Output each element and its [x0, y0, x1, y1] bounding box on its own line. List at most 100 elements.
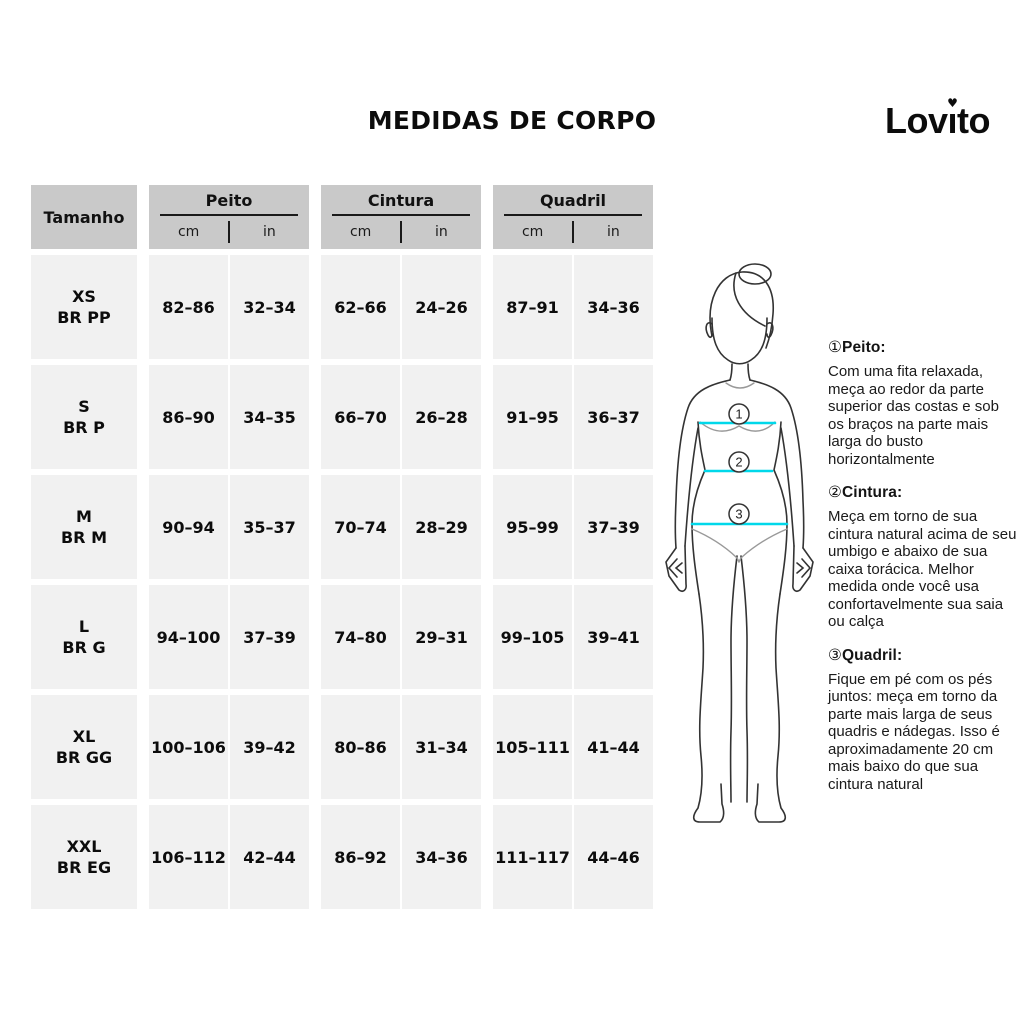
- value-cintura-cm: 86–92: [321, 805, 400, 909]
- table-row: M BR M 90–94 35–37 70–74 28–29 95–99 37–…: [31, 475, 653, 579]
- brand-prefix: Lov: [884, 100, 948, 141]
- unit-cm-label: cm: [177, 224, 200, 241]
- value-quadril-in: 41–44: [574, 695, 653, 799]
- unit-in-label: in: [262, 224, 276, 241]
- measurement-notes: ①Peito: Com uma fita relaxada, meça ao r…: [828, 338, 1018, 808]
- unit-cm-label: cm: [349, 224, 372, 241]
- body-detail-lines: [691, 382, 788, 563]
- value-peito-in: 34–35: [230, 365, 309, 469]
- size-label: XL: [72, 727, 96, 746]
- brand-suffix: to: [957, 100, 990, 141]
- value-quadril-cm: 87–91: [493, 255, 572, 359]
- value-cintura-in: 26–28: [402, 365, 481, 469]
- size-br-label: BR M: [60, 528, 107, 547]
- size-cell: S BR P: [31, 365, 137, 469]
- value-quadril-in: 34–36: [574, 255, 653, 359]
- value-quadril-cm: 95–99: [493, 475, 572, 579]
- value-quadril-cm: 111–117: [493, 805, 572, 909]
- value-quadril-in: 36–37: [574, 365, 653, 469]
- value-cintura-cm: 74–80: [321, 585, 400, 689]
- note-text: Fique em pé com os pés juntos: meça em t…: [828, 670, 1000, 793]
- brand-i: ı ♥: [947, 96, 958, 141]
- size-table: Tamanho Peito cm in Cintura cm in Quadri…: [31, 185, 653, 909]
- size-label: S: [78, 397, 90, 416]
- size-label: L: [78, 617, 90, 636]
- marker-3: 3: [735, 507, 742, 522]
- value-cintura-cm: 62–66: [321, 255, 400, 359]
- brand-logo: Lovı ♥ to: [884, 96, 991, 142]
- header-size: Tamanho: [31, 185, 137, 249]
- value-cintura-cm: 70–74: [321, 475, 400, 579]
- size-cell: L BR G: [31, 585, 137, 689]
- value-cintura-in: 31–34: [402, 695, 481, 799]
- size-label: XS: [72, 287, 96, 306]
- value-cintura-in: 29–31: [402, 585, 481, 689]
- table-row: L BR G 94–100 37–39 74–80 29–31 99–105 3…: [31, 585, 653, 689]
- header-rule: [332, 214, 470, 216]
- measurement-note: ③Quadril: Fique em pé com os pés juntos:…: [828, 646, 1018, 794]
- header-measure-group: Quadril cm in: [493, 185, 653, 249]
- size-cell: XS BR PP: [31, 255, 137, 359]
- value-cintura-in: 28–29: [402, 475, 481, 579]
- table-row: S BR P 86–90 34–35 66–70 26–28 91–95 36–…: [31, 365, 653, 469]
- circled-number-icon: ②: [828, 483, 842, 501]
- note-heading: ①Peito:: [828, 338, 886, 356]
- measure-group-label: Cintura: [367, 191, 435, 210]
- body-figure: 1 2 3: [652, 256, 824, 834]
- unit-divider: [400, 221, 402, 244]
- circled-number-icon: ③: [828, 645, 842, 664]
- value-peito-cm: 82–86: [149, 255, 228, 359]
- size-br-label: BR P: [63, 418, 105, 437]
- size-label: M: [76, 507, 92, 526]
- body-outline: [665, 263, 814, 823]
- marker-1: 1: [735, 407, 742, 422]
- value-cintura-in: 24–26: [402, 255, 481, 359]
- heart-icon: ♥: [947, 96, 958, 110]
- measurement-note: ①Peito: Com uma fita relaxada, meça ao r…: [828, 338, 1018, 468]
- value-quadril-cm: 99–105: [493, 585, 572, 689]
- value-peito-in: 39–42: [230, 695, 309, 799]
- header-rule: [504, 214, 642, 216]
- unit-in-label: in: [434, 224, 448, 241]
- measure-markers: 1 2 3: [728, 403, 750, 525]
- marker-2: 2: [735, 455, 742, 470]
- header-measure-group: Peito cm in: [149, 185, 309, 249]
- value-peito-cm: 90–94: [149, 475, 228, 579]
- note-text: Com uma fita relaxada, meça ao redor da …: [828, 363, 999, 468]
- table-row: XS BR PP 82–86 32–34 62–66 24–26 87–91 3…: [31, 255, 653, 359]
- measure-group-label: Peito: [205, 191, 253, 210]
- value-peito-in: 42–44: [230, 805, 309, 909]
- size-br-label: BR G: [62, 638, 106, 657]
- size-label: XXL: [66, 837, 102, 856]
- note-heading: ②Cintura:: [828, 483, 903, 501]
- value-cintura-in: 34–36: [402, 805, 481, 909]
- unit-in-label: in: [606, 224, 620, 241]
- table-row: XXL BR EG 106–112 42–44 86–92 34–36 111–…: [31, 805, 653, 909]
- size-br-label: BR EG: [56, 858, 112, 877]
- value-peito-cm: 100–106: [149, 695, 228, 799]
- value-peito-cm: 94–100: [149, 585, 228, 689]
- value-cintura-cm: 80–86: [321, 695, 400, 799]
- body-figure-svg: 1 2 3: [665, 263, 814, 823]
- size-cell: XL BR GG: [31, 695, 137, 799]
- unit-divider: [228, 221, 230, 244]
- page-title: MEDIDAS DE CORPO: [367, 106, 657, 135]
- value-quadril-in: 44–46: [574, 805, 653, 909]
- value-quadril-in: 39–41: [574, 585, 653, 689]
- note-heading: ③Quadril:: [828, 645, 903, 664]
- note-text: Meça em torno de sua cintura natural aci…: [828, 508, 1017, 630]
- header-rule: [160, 214, 298, 216]
- value-peito-in: 32–34: [230, 255, 309, 359]
- value-peito-cm: 86–90: [149, 365, 228, 469]
- value-quadril-in: 37–39: [574, 475, 653, 579]
- table-row: XL BR GG 100–106 39–42 80–86 31–34 105–1…: [31, 695, 653, 799]
- measurement-note: ②Cintura: Meça em torno de sua cintura n…: [828, 483, 1018, 631]
- value-peito-in: 35–37: [230, 475, 309, 579]
- size-br-label: BR GG: [55, 748, 113, 767]
- table-header-row: Tamanho Peito cm in Cintura cm in Quadri…: [31, 185, 653, 249]
- unit-divider: [572, 221, 574, 244]
- circled-number-icon: ①: [828, 338, 842, 356]
- value-peito-in: 37–39: [230, 585, 309, 689]
- size-br-label: BR PP: [57, 308, 111, 327]
